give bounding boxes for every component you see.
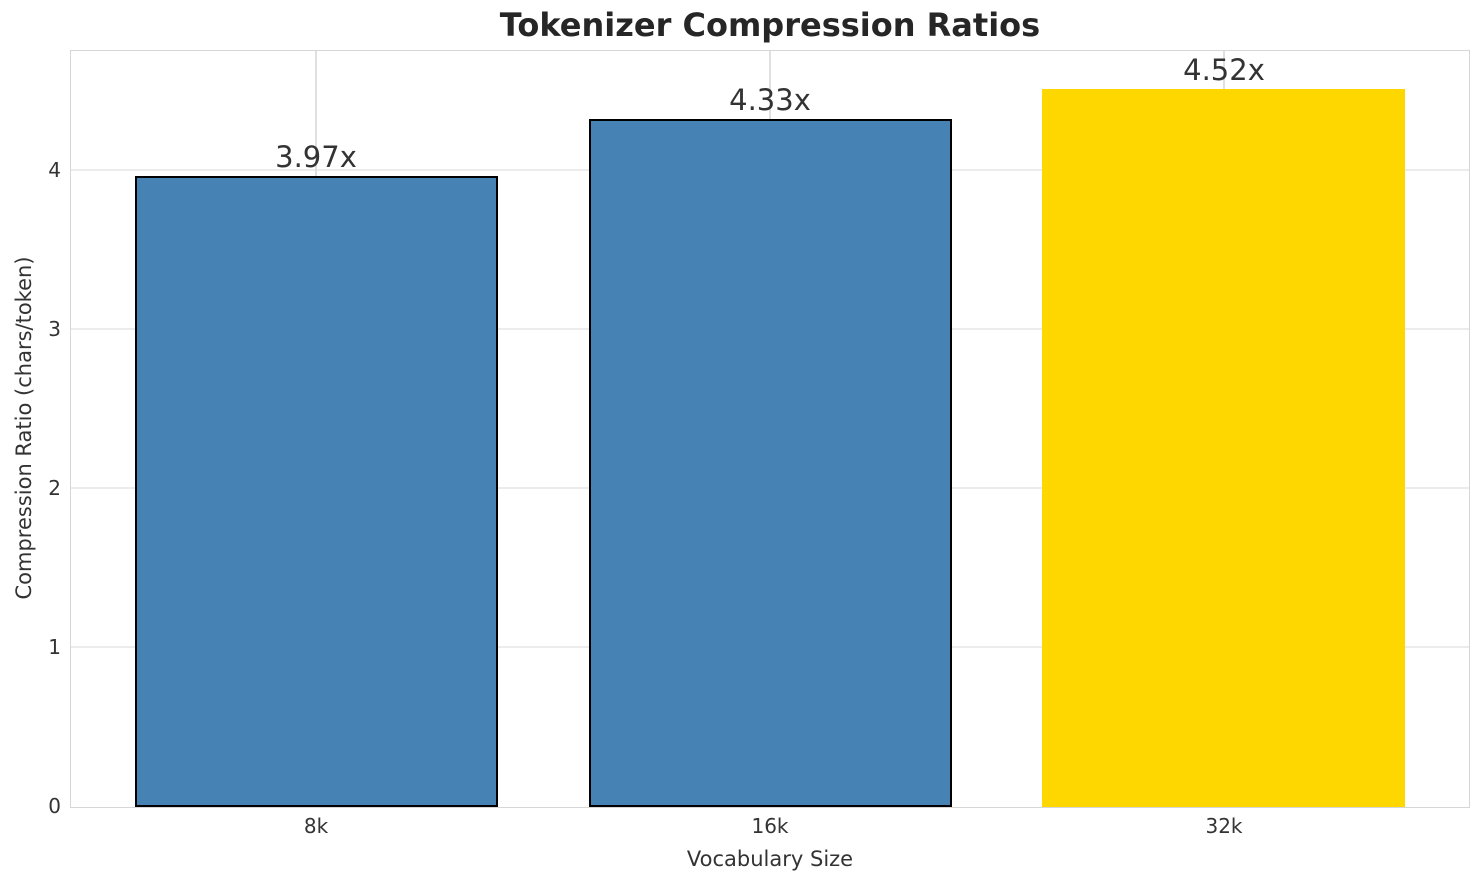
- x-axis-label: Vocabulary Size: [686, 847, 854, 871]
- bar-value-label: 3.97x: [275, 140, 357, 175]
- y-tick-label: 4: [48, 158, 61, 182]
- bar-value-label: 4.52x: [1183, 53, 1265, 88]
- y-tick-label: 3: [48, 317, 61, 341]
- bar-32k: [1042, 89, 1405, 807]
- bar-8k: [135, 176, 498, 807]
- x-tick-label: 32k: [1205, 814, 1243, 838]
- x-tick-label: 8k: [303, 814, 329, 838]
- bar-16k: [589, 119, 952, 807]
- y-tick-label: 2: [48, 476, 61, 500]
- chart-title: Tokenizer Compression Ratios: [499, 6, 1041, 44]
- plot-area: 3.97x 4.33x 4.52x: [70, 50, 1470, 808]
- bar-value-label: 4.33x: [729, 83, 811, 118]
- x-tick-label: 16k: [751, 814, 789, 838]
- y-tick-label: 0: [48, 794, 61, 818]
- y-tick-label: 1: [48, 635, 61, 659]
- y-axis-label: Compression Ratio (chars/token): [12, 256, 36, 600]
